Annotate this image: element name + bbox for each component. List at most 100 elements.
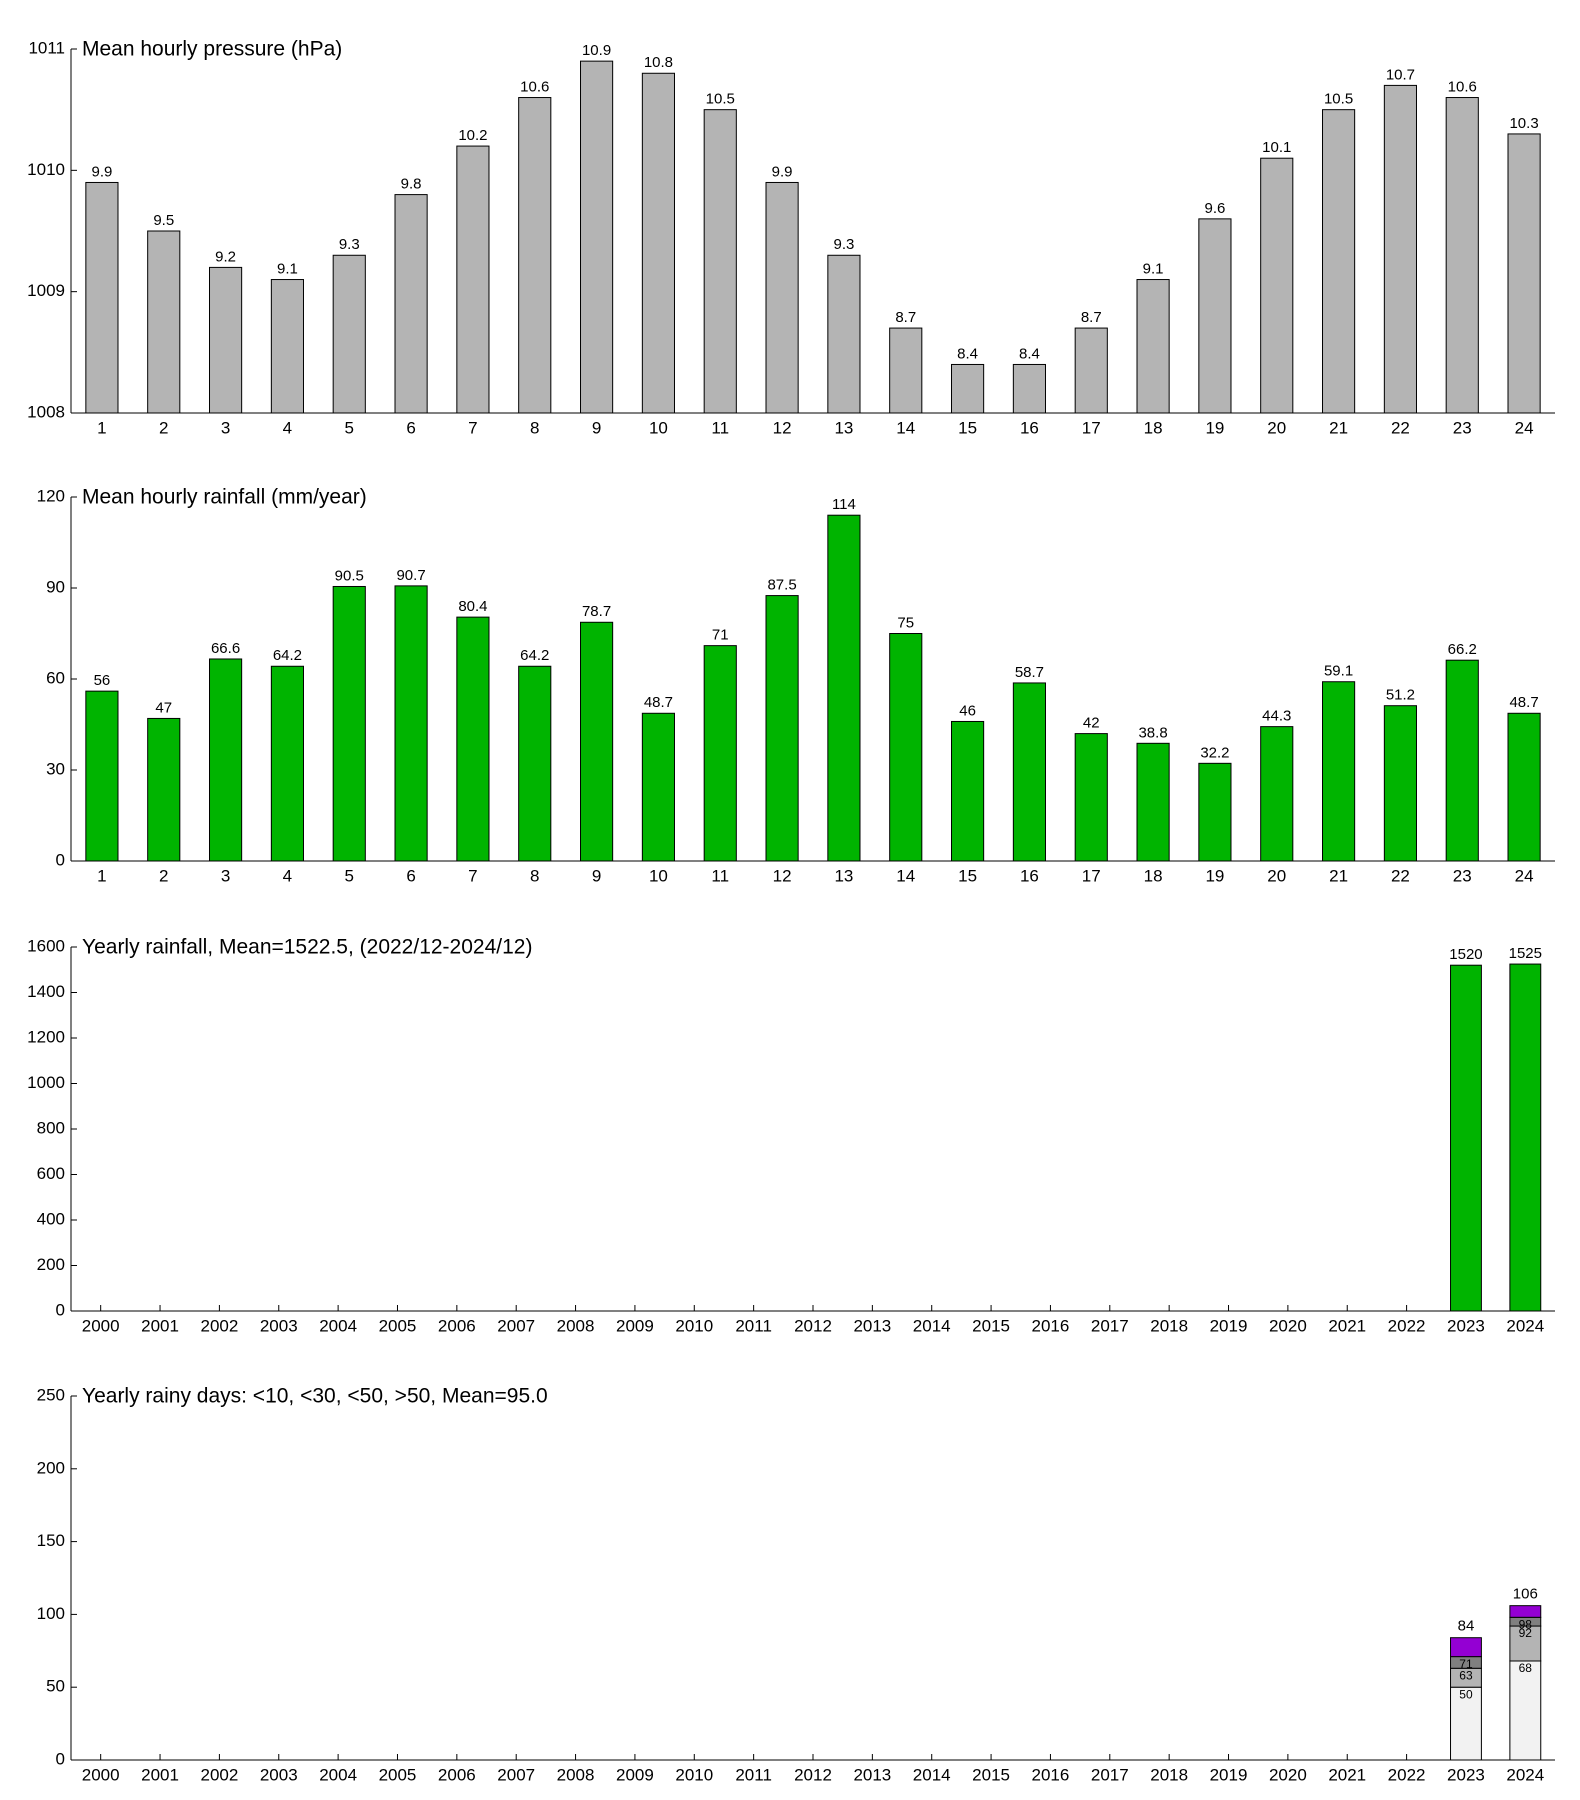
bar	[332, 254, 366, 414]
x-tick-label: 2012	[794, 1316, 832, 1335]
y-tick-label: 1011	[28, 38, 65, 57]
x-tick-label: 2	[159, 866, 168, 885]
chart-title: Mean hourly rainfall (mm/year)	[82, 486, 367, 509]
value-label: 56	[94, 672, 111, 689]
y-tick-label: 30	[46, 759, 65, 778]
bar	[580, 60, 614, 414]
y-tick-label: 90	[46, 577, 65, 596]
y-tick-label: 1000	[27, 1073, 65, 1092]
bar	[765, 181, 799, 414]
bar	[332, 585, 366, 862]
bar	[951, 363, 985, 414]
y-tick-label: 800	[37, 1118, 65, 1137]
bar	[1507, 712, 1541, 862]
value-label: 9.3	[339, 236, 360, 253]
x-tick-label: 11	[711, 866, 729, 885]
bar	[518, 97, 552, 414]
x-tick-label: 24	[1515, 866, 1534, 885]
bar	[889, 327, 923, 414]
bar-segment	[1509, 1660, 1542, 1761]
value-label: 90.5	[335, 567, 364, 584]
value-label: 9.5	[153, 212, 174, 229]
x-tick-label: 6	[406, 418, 415, 437]
x-tick-label: 2005	[379, 1316, 417, 1335]
x-tick-label: 2	[159, 418, 168, 437]
x-tick-label: 9	[592, 866, 601, 885]
value-label: 10.6	[520, 79, 549, 96]
y-tick-label: 1600	[27, 936, 65, 955]
x-tick-label: 2003	[260, 1765, 298, 1784]
x-tick-label: 2024	[1506, 1316, 1544, 1335]
bar-segment	[1450, 1637, 1482, 1658]
x-tick-label: 2005	[379, 1765, 417, 1784]
x-tick-label: 2000	[82, 1316, 120, 1335]
bar-segment	[1509, 1625, 1542, 1662]
y-tick-label: 60	[46, 668, 65, 687]
chart-title: Yearly rainy days: <10, <30, <50, >50, M…	[82, 1385, 548, 1408]
x-tick-label: 2008	[557, 1316, 595, 1335]
x-tick-label: 2020	[1269, 1765, 1307, 1784]
bar	[703, 645, 737, 862]
y-tick-label: 1010	[27, 160, 65, 179]
x-tick-label: 22	[1391, 418, 1410, 437]
x-tick-label: 3	[221, 866, 230, 885]
x-tick-label: 5	[345, 418, 354, 437]
bar	[827, 514, 861, 862]
y-tick-label: 150	[37, 1531, 65, 1550]
value-label: 114	[832, 496, 856, 513]
x-tick-label: 2001	[141, 1765, 179, 1784]
y-tick-label: 1009	[27, 281, 65, 300]
value-label: 10.5	[706, 91, 735, 108]
x-tick-label: 2019	[1210, 1765, 1248, 1784]
x-tick-label: 6	[406, 866, 415, 885]
value-label: 90.7	[396, 567, 425, 584]
x-tick-label: 2017	[1091, 1316, 1129, 1335]
bar	[456, 145, 490, 414]
bar	[1074, 733, 1108, 862]
x-tick-label: 14	[896, 418, 915, 437]
x-tick-label: 2011	[735, 1765, 772, 1784]
x-tick-label: 13	[834, 866, 853, 885]
bar	[1136, 279, 1170, 414]
bar	[270, 279, 304, 414]
value-label: 64.2	[520, 647, 549, 664]
value-label: 46	[959, 702, 976, 719]
value-label: 71	[712, 627, 729, 644]
x-tick-label: 2022	[1388, 1316, 1426, 1335]
bar	[1012, 682, 1046, 862]
x-tick-label: 2015	[972, 1316, 1010, 1335]
value-label: 64.2	[273, 647, 302, 664]
y-tick-label: 250	[37, 1385, 65, 1404]
value-label: 10.8	[644, 54, 673, 71]
y-tick-label: 100	[37, 1604, 65, 1623]
bar	[1260, 726, 1294, 862]
x-tick-label: 16	[1020, 418, 1039, 437]
value-label: 47	[155, 699, 172, 716]
x-tick-label: 22	[1391, 866, 1410, 885]
bar	[1260, 157, 1294, 414]
value-label: 66.6	[211, 640, 240, 657]
x-tick-label: 17	[1082, 866, 1101, 885]
x-tick-label: 8	[530, 418, 539, 437]
value-label: 42	[1083, 715, 1100, 732]
y-tick-label: 0	[56, 850, 65, 869]
x-tick-label: 2016	[1032, 1316, 1070, 1335]
y-tick-label: 120	[37, 486, 65, 505]
x-tick-label: 2003	[260, 1316, 298, 1335]
x-tick-label: 1	[97, 418, 106, 437]
value-label: 66.2	[1448, 641, 1477, 658]
x-tick-label: 23	[1453, 418, 1472, 437]
value-label: 9.2	[215, 248, 236, 265]
x-tick-label: 15	[958, 866, 977, 885]
value-label: 9.8	[401, 176, 422, 193]
y-tick-label: 1400	[27, 982, 65, 1001]
bar-segment	[1509, 1605, 1542, 1618]
value-label: 9.1	[1143, 261, 1164, 278]
value-label: 51.2	[1386, 687, 1415, 704]
x-tick-label: 4	[283, 866, 292, 885]
bar	[1198, 762, 1232, 862]
x-tick-label: 2002	[200, 1765, 238, 1784]
value-label: 10.9	[582, 42, 611, 59]
x-tick-label: 12	[773, 418, 792, 437]
x-tick-label: 2018	[1150, 1316, 1188, 1335]
